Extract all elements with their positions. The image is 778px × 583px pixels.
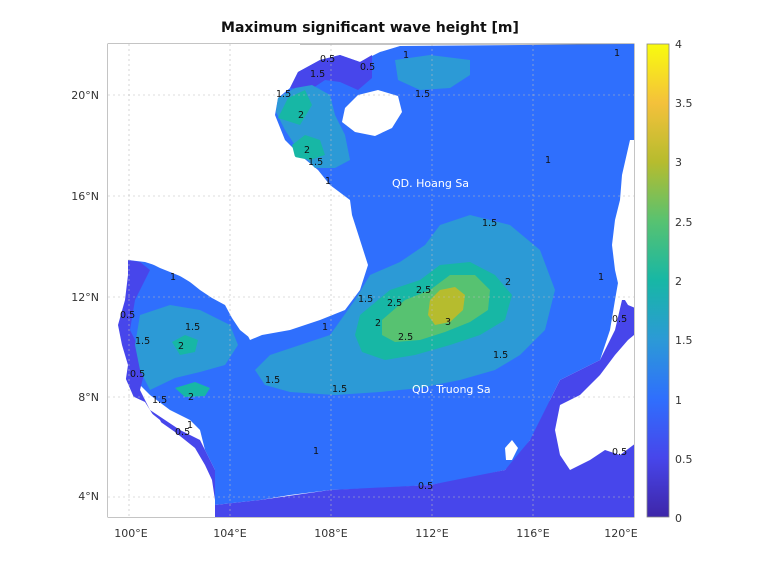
contour-label: 1.5: [310, 69, 325, 80]
contour-label: 1.5: [265, 375, 280, 386]
contour-label: 1: [325, 176, 331, 187]
contour-label: 2: [188, 392, 194, 403]
lon-tick-116: 116°E: [516, 527, 549, 540]
contour-label: 1.5: [415, 89, 430, 100]
contour-label: 0.5: [320, 54, 335, 65]
contour-label: 1.5: [493, 350, 508, 361]
map-grid: [108, 44, 634, 517]
sea-level-1-5-hainan: [395, 55, 470, 90]
colorbar-tick-2: 2: [675, 275, 682, 288]
lat-axis: 20°N 16°N 12°N 8°N 4°N: [71, 89, 99, 503]
place-label-truong-sa: QD. Truong Sa: [412, 383, 491, 396]
contour-label: 0.5: [120, 310, 135, 321]
lon-tick-112: 112°E: [415, 527, 448, 540]
colorbar-tick-3: 3: [675, 156, 682, 169]
land-hainan: [342, 90, 402, 136]
colorbar: 4 3.5 3 2.5 2 1.5 1 0.5 0: [646, 38, 693, 525]
contour-label: 1: [614, 48, 620, 59]
contour-label: 0.5: [612, 314, 627, 325]
contour-label: 0.5: [175, 427, 190, 438]
lat-tick-4: 4°N: [78, 490, 99, 503]
contour-label: 1: [322, 322, 328, 333]
contour-label: 1.5: [358, 294, 373, 305]
place-label-hoang-sa: QD. Hoang Sa: [392, 177, 469, 190]
contour-label: 1: [403, 50, 409, 61]
contour-label: 0.5: [360, 62, 375, 73]
contour-label: 2: [298, 110, 304, 121]
sea-level-low-north: [290, 55, 372, 90]
contour-label: 2: [178, 341, 184, 352]
colorbar-tick-0: 0: [675, 512, 682, 525]
contour-label: 1: [545, 155, 551, 166]
sea-level-2-tonkin: [278, 90, 312, 125]
sea-level-2-tonkin-b: [292, 135, 325, 160]
lon-tick-108: 108°E: [314, 527, 347, 540]
colorbar-tick-1-5: 1.5: [675, 334, 693, 347]
sea-level-low-se: [215, 300, 634, 517]
colorbar-tick-4: 4: [675, 38, 682, 51]
colorbar-tick-3-5: 3.5: [675, 97, 693, 110]
colorbar-tick-1: 1: [675, 394, 682, 407]
contour-label: 3: [445, 317, 451, 328]
contour-label: 1: [187, 420, 193, 431]
colorbar-gradient: [646, 43, 670, 518]
contour-label: 2: [505, 277, 511, 288]
contour-labels: 1.5 0.5 0.5 1.5 1 1.5 2 2 1.5 1 1 1.5 1.…: [120, 48, 627, 492]
contour-label: 2.5: [387, 298, 402, 309]
contour-label: 1.5: [276, 89, 291, 100]
lat-tick-20: 20°N: [71, 89, 99, 102]
sea-level-3: [428, 287, 465, 325]
contour-label: 0.5: [418, 481, 433, 492]
contour-label: 1.5: [152, 395, 167, 406]
contour-label: 1.5: [482, 218, 497, 229]
lon-tick-120: 120°E: [604, 527, 637, 540]
contour-label: 2.5: [398, 332, 413, 343]
contour-label: 1.5: [135, 336, 150, 347]
contour-label: 1: [598, 272, 604, 283]
contour-label: 1: [170, 272, 176, 283]
map-title: Maximum significant wave height [m]: [221, 20, 519, 36]
land-mainland: [108, 44, 360, 517]
contour-label: 2: [375, 318, 381, 329]
contour-label: 1: [313, 446, 319, 457]
colorbar-tick-2-5: 2.5: [675, 216, 693, 229]
contour-label: 1.5: [332, 384, 347, 395]
sea-level-low-gulf: [115, 260, 215, 505]
contour-label: 1.5: [185, 322, 200, 333]
land-philippines: [612, 140, 634, 308]
lon-axis: 100°E 104°E 108°E 112°E 116°E 120°E: [114, 527, 637, 540]
lon-tick-104: 104°E: [213, 527, 246, 540]
contour-label: 2: [304, 145, 310, 156]
contour-label: 0.5: [612, 447, 627, 458]
contour-label: 2.5: [416, 285, 431, 296]
sea-level-2-thai-b: [175, 382, 210, 397]
sea-level-2-thai: [172, 335, 198, 355]
lat-tick-12: 12°N: [71, 291, 99, 304]
contour-label: 1.5: [308, 157, 323, 168]
lat-tick-8: 8°N: [78, 391, 99, 404]
lat-tick-16: 16°N: [71, 190, 99, 203]
land-palawan: [505, 440, 518, 460]
lon-tick-100: 100°E: [114, 527, 147, 540]
colorbar-tick-0-5: 0.5: [675, 453, 693, 466]
land-borneo: [555, 335, 634, 470]
contour-label: 0.5: [130, 369, 145, 380]
